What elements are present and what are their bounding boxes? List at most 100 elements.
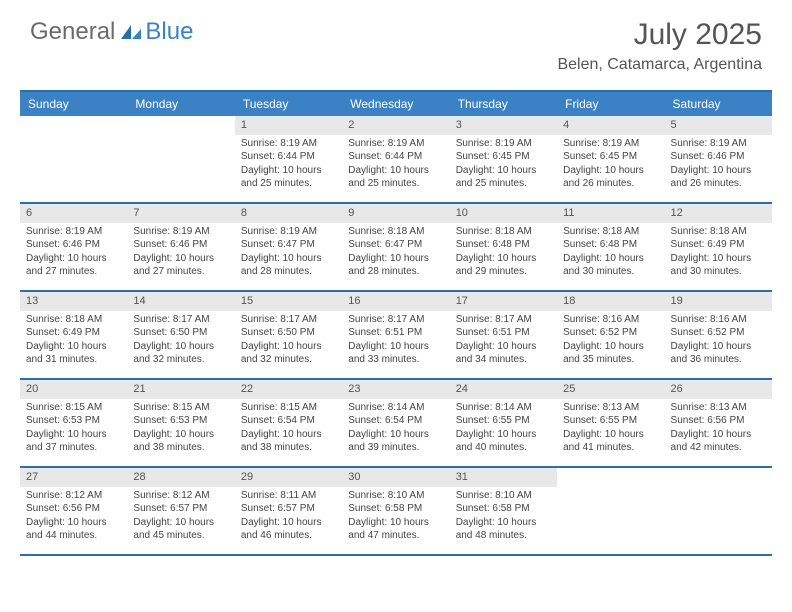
daylight-text: Daylight: 10 hours and 46 minutes.	[241, 516, 336, 543]
day-cell: 25Sunrise: 8:13 AMSunset: 6:55 PMDayligh…	[557, 380, 664, 466]
day-number: 28	[127, 468, 234, 487]
week-row: 1Sunrise: 8:19 AMSunset: 6:44 PMDaylight…	[20, 116, 772, 204]
sunrise-text: Sunrise: 8:14 AM	[456, 401, 551, 415]
logo-text-general: General	[30, 18, 115, 46]
day-number: 15	[235, 292, 342, 311]
sunset-text: Sunset: 6:48 PM	[456, 238, 551, 252]
sunrise-text: Sunrise: 8:18 AM	[26, 313, 121, 327]
sunset-text: Sunset: 6:57 PM	[241, 502, 336, 516]
sunset-text: Sunset: 6:46 PM	[133, 238, 228, 252]
sunset-text: Sunset: 6:47 PM	[241, 238, 336, 252]
day-number: 16	[342, 292, 449, 311]
daylight-text: Daylight: 10 hours and 25 minutes.	[348, 164, 443, 191]
daylight-text: Daylight: 10 hours and 32 minutes.	[241, 340, 336, 367]
daylight-text: Daylight: 10 hours and 37 minutes.	[26, 428, 121, 455]
day-details: Sunrise: 8:19 AMSunset: 6:44 PMDaylight:…	[342, 135, 449, 195]
sunrise-text: Sunrise: 8:18 AM	[456, 225, 551, 239]
day-number: 5	[665, 116, 772, 135]
weekday-header: Tuesday	[235, 92, 342, 116]
day-cell: 22Sunrise: 8:15 AMSunset: 6:54 PMDayligh…	[235, 380, 342, 466]
day-cell	[127, 116, 234, 202]
day-details: Sunrise: 8:19 AMSunset: 6:45 PMDaylight:…	[450, 135, 557, 195]
day-number: 20	[20, 380, 127, 399]
day-cell: 15Sunrise: 8:17 AMSunset: 6:50 PMDayligh…	[235, 292, 342, 378]
day-details: Sunrise: 8:18 AMSunset: 6:47 PMDaylight:…	[342, 223, 449, 283]
sunrise-text: Sunrise: 8:16 AM	[671, 313, 766, 327]
daylight-text: Daylight: 10 hours and 25 minutes.	[241, 164, 336, 191]
sunset-text: Sunset: 6:49 PM	[26, 326, 121, 340]
sunrise-text: Sunrise: 8:19 AM	[456, 137, 551, 151]
daylight-text: Daylight: 10 hours and 29 minutes.	[456, 252, 551, 279]
day-details: Sunrise: 8:19 AMSunset: 6:47 PMDaylight:…	[235, 223, 342, 283]
day-number: 23	[342, 380, 449, 399]
daylight-text: Daylight: 10 hours and 47 minutes.	[348, 516, 443, 543]
daylight-text: Daylight: 10 hours and 38 minutes.	[241, 428, 336, 455]
sunset-text: Sunset: 6:50 PM	[133, 326, 228, 340]
sunset-text: Sunset: 6:47 PM	[348, 238, 443, 252]
sunrise-text: Sunrise: 8:11 AM	[241, 489, 336, 503]
day-cell: 20Sunrise: 8:15 AMSunset: 6:53 PMDayligh…	[20, 380, 127, 466]
day-details: Sunrise: 8:19 AMSunset: 6:45 PMDaylight:…	[557, 135, 664, 195]
day-details: Sunrise: 8:11 AMSunset: 6:57 PMDaylight:…	[235, 487, 342, 547]
daylight-text: Daylight: 10 hours and 32 minutes.	[133, 340, 228, 367]
sunset-text: Sunset: 6:44 PM	[348, 150, 443, 164]
day-details: Sunrise: 8:17 AMSunset: 6:51 PMDaylight:…	[450, 311, 557, 371]
day-cell: 10Sunrise: 8:18 AMSunset: 6:48 PMDayligh…	[450, 204, 557, 290]
day-details: Sunrise: 8:19 AMSunset: 6:46 PMDaylight:…	[20, 223, 127, 283]
day-cell: 21Sunrise: 8:15 AMSunset: 6:53 PMDayligh…	[127, 380, 234, 466]
sunrise-text: Sunrise: 8:17 AM	[348, 313, 443, 327]
daylight-text: Daylight: 10 hours and 25 minutes.	[456, 164, 551, 191]
day-details: Sunrise: 8:14 AMSunset: 6:55 PMDaylight:…	[450, 399, 557, 459]
day-cell: 6Sunrise: 8:19 AMSunset: 6:46 PMDaylight…	[20, 204, 127, 290]
day-details: Sunrise: 8:17 AMSunset: 6:51 PMDaylight:…	[342, 311, 449, 371]
month-title: July 2025	[557, 18, 762, 52]
sunrise-text: Sunrise: 8:14 AM	[348, 401, 443, 415]
weekday-header: Saturday	[665, 92, 772, 116]
day-cell: 27Sunrise: 8:12 AMSunset: 6:56 PMDayligh…	[20, 468, 127, 554]
week-row: 20Sunrise: 8:15 AMSunset: 6:53 PMDayligh…	[20, 380, 772, 468]
day-number	[665, 468, 772, 487]
sunset-text: Sunset: 6:45 PM	[456, 150, 551, 164]
day-cell: 31Sunrise: 8:10 AMSunset: 6:58 PMDayligh…	[450, 468, 557, 554]
day-details: Sunrise: 8:17 AMSunset: 6:50 PMDaylight:…	[235, 311, 342, 371]
sunrise-text: Sunrise: 8:13 AM	[671, 401, 766, 415]
daylight-text: Daylight: 10 hours and 34 minutes.	[456, 340, 551, 367]
day-cell: 23Sunrise: 8:14 AMSunset: 6:54 PMDayligh…	[342, 380, 449, 466]
day-number: 27	[20, 468, 127, 487]
daylight-text: Daylight: 10 hours and 30 minutes.	[563, 252, 658, 279]
day-cell: 2Sunrise: 8:19 AMSunset: 6:44 PMDaylight…	[342, 116, 449, 202]
weekday-header: Thursday	[450, 92, 557, 116]
day-details: Sunrise: 8:17 AMSunset: 6:50 PMDaylight:…	[127, 311, 234, 371]
day-details: Sunrise: 8:18 AMSunset: 6:49 PMDaylight:…	[20, 311, 127, 371]
sunset-text: Sunset: 6:57 PM	[133, 502, 228, 516]
sunrise-text: Sunrise: 8:13 AM	[563, 401, 658, 415]
day-cell: 13Sunrise: 8:18 AMSunset: 6:49 PMDayligh…	[20, 292, 127, 378]
day-details: Sunrise: 8:15 AMSunset: 6:53 PMDaylight:…	[20, 399, 127, 459]
sunrise-text: Sunrise: 8:17 AM	[133, 313, 228, 327]
day-details: Sunrise: 8:15 AMSunset: 6:53 PMDaylight:…	[127, 399, 234, 459]
sunset-text: Sunset: 6:44 PM	[241, 150, 336, 164]
logo-text-blue: Blue	[145, 18, 193, 46]
day-cell	[20, 116, 127, 202]
day-cell: 14Sunrise: 8:17 AMSunset: 6:50 PMDayligh…	[127, 292, 234, 378]
sunset-text: Sunset: 6:50 PM	[241, 326, 336, 340]
day-number: 25	[557, 380, 664, 399]
sunset-text: Sunset: 6:51 PM	[348, 326, 443, 340]
sunrise-text: Sunrise: 8:19 AM	[26, 225, 121, 239]
daylight-text: Daylight: 10 hours and 42 minutes.	[671, 428, 766, 455]
daylight-text: Daylight: 10 hours and 45 minutes.	[133, 516, 228, 543]
day-cell: 19Sunrise: 8:16 AMSunset: 6:52 PMDayligh…	[665, 292, 772, 378]
day-details: Sunrise: 8:18 AMSunset: 6:48 PMDaylight:…	[450, 223, 557, 283]
daylight-text: Daylight: 10 hours and 27 minutes.	[26, 252, 121, 279]
day-cell: 9Sunrise: 8:18 AMSunset: 6:47 PMDaylight…	[342, 204, 449, 290]
day-details: Sunrise: 8:12 AMSunset: 6:56 PMDaylight:…	[20, 487, 127, 547]
sunset-text: Sunset: 6:48 PM	[563, 238, 658, 252]
sunset-text: Sunset: 6:56 PM	[671, 414, 766, 428]
day-number: 8	[235, 204, 342, 223]
day-number: 19	[665, 292, 772, 311]
day-cell: 28Sunrise: 8:12 AMSunset: 6:57 PMDayligh…	[127, 468, 234, 554]
sunset-text: Sunset: 6:56 PM	[26, 502, 121, 516]
day-cell: 12Sunrise: 8:18 AMSunset: 6:49 PMDayligh…	[665, 204, 772, 290]
sunrise-text: Sunrise: 8:15 AM	[26, 401, 121, 415]
day-number	[20, 116, 127, 135]
